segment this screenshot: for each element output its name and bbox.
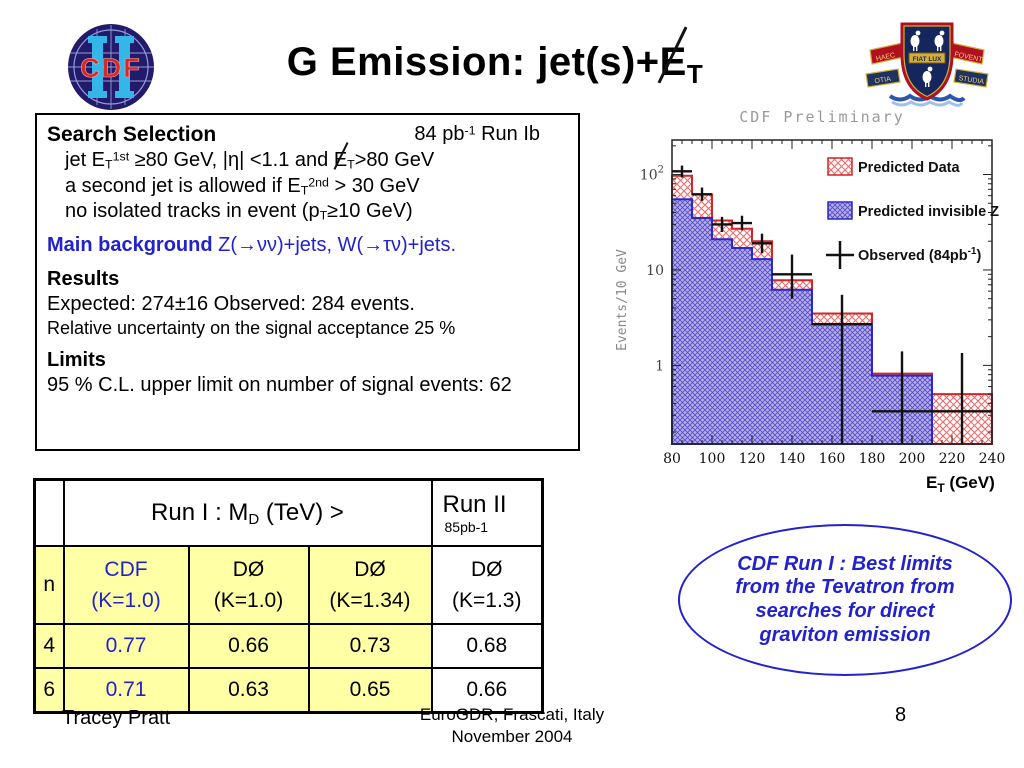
callout-ellipse: CDF Run I : Best limits from the Tevatro… [678, 524, 1012, 676]
table-cell: 0.63 [187, 667, 310, 714]
table-cell: 0.65 [307, 667, 433, 714]
cdf-logo: CDF [68, 24, 154, 110]
cut-line-2: a second jet is allowed if ET2nd > 30 Ge… [65, 174, 420, 198]
legend-label: Predicted invisible Z [858, 204, 999, 220]
x-tick-label: 160 [819, 451, 846, 467]
limits-table-wrap: Run I : MD (TeV) > Run II 85pb-1 n CDF (K=1.0… [33, 478, 544, 714]
x-tick-label: 240 [979, 451, 1006, 467]
title-text: G Emission: jet(s)+ [286, 40, 660, 84]
table-cell: DØ (K=1.3) [430, 545, 544, 625]
crest-bird-icon [922, 66, 933, 87]
x-tick-label: 100 [699, 451, 726, 467]
main-background-line: Main background Z(→νν)+jets, W(→τν)+jets… [47, 234, 457, 257]
table-cell: 0.66 [430, 667, 544, 714]
callout-line: graviton emission [759, 623, 931, 646]
table-cell: Run I : MD (TeV) > [62, 478, 433, 547]
x-tick-label: 140 [779, 451, 806, 467]
table-cell: 4 [33, 623, 65, 669]
crest-bird-icon [934, 30, 945, 51]
university-crest: HAEC FOVENT OTIA STUDIA FIAT LUX [865, 22, 989, 107]
x-tick-label: 180 [859, 451, 886, 467]
chart-svg: 80 100 120 140 160 180 200 220 240 1 10 102 CDF Prel… [615, 108, 1006, 495]
x-tick-label: 200 [899, 451, 926, 467]
x-tick-label: 120 [739, 451, 766, 467]
crest-bird-icon [910, 30, 921, 51]
cut-line-1: jet ET1st ≥80 GeV, |η| <1.1 and E T>80 Ge… [65, 142, 568, 173]
table-cell: n [33, 545, 65, 625]
legend-label: Observed (84pb-1) [858, 246, 982, 264]
legend-swatch-invisible-z [827, 201, 853, 220]
search-selection-heading: Search Selection [47, 123, 217, 146]
search-selection-box: Search Selection 84 pb-1 Run Ib jet ET1s… [35, 113, 580, 451]
y-tick-label: 1 [655, 358, 664, 374]
crest-ribbon-text: STUDIA [958, 75, 985, 86]
legend-swatch-predicted-data [827, 157, 853, 176]
table-cell: 0.73 [307, 623, 433, 669]
missing-et-symbol: E [657, 26, 688, 85]
footer-page-number: 8 [895, 704, 907, 726]
footer-author: Tracey Pratt [62, 707, 171, 729]
x-axis-label: ET (GeV) [926, 473, 995, 495]
callout-line: CDF Run I : Best limits [737, 552, 953, 575]
callout-line: from the Tevatron from [735, 576, 955, 599]
luminosity-label: 84 pb-1 Run Ib [414, 123, 540, 145]
table-cell: 0.77 [62, 623, 190, 669]
met-spectrum-chart: 80 100 120 140 160 180 200 220 240 1 10 102 CDF Prel… [600, 100, 1024, 500]
x-tick-label: 220 [939, 451, 966, 467]
y-tick-label: 10 [646, 263, 664, 279]
results-note: Relative uncertainty on the signal accep… [47, 318, 456, 339]
table-cell [33, 478, 65, 547]
x-tick-label: 80 [663, 451, 681, 467]
table-cell: 6 [33, 667, 65, 714]
missing-et-symbol: E [333, 142, 349, 173]
cdf-logo-numeral-shape [88, 36, 134, 98]
y-tick-label: 102 [640, 165, 664, 184]
crest-ribbon-text: OTIA [874, 76, 892, 86]
cut-line-3: no isolated tracks in event (pT≥10 GeV) [65, 200, 413, 223]
legend-label: Predicted Data [858, 160, 960, 176]
page-title: G Emission: jet(s)+E T [150, 26, 840, 90]
footer-venue: EuroGDR, Frascati, Italy November 2004 [419, 705, 605, 747]
crest-motto: FIAT LUX [913, 56, 942, 63]
cdf-logo-text: CDF [80, 53, 142, 83]
callout-line: searches for direct [755, 600, 935, 622]
table-cell: DØ (K=1.34) [307, 545, 433, 625]
table-cell: CDF (K=1.0) [62, 545, 190, 625]
invisible-z-histogram [671, 198, 933, 445]
title-subscript: T [686, 59, 704, 89]
table-cell: 0.66 [187, 623, 310, 669]
crest-ribbon-text: HAEC [875, 52, 895, 63]
limits-heading: Limits [47, 348, 106, 371]
table-cell: 0.68 [430, 623, 544, 669]
results-table: Run I : MD (TeV) > Run II 85pb-1 n CDF (K=1.0… [33, 478, 544, 714]
y-axis-label: Events/10 GeV [615, 249, 630, 351]
results-line: Expected: 274±16 Observed: 284 events. [47, 292, 415, 315]
limits-line: 95 % C.L. upper limit on number of signa… [47, 373, 512, 396]
results-heading: Results [47, 267, 120, 290]
table-cell: DØ (K=1.0) [187, 545, 310, 625]
table-cell: 0.71 [62, 667, 190, 714]
table-cell: Run II 85pb-1 [430, 478, 544, 547]
chart-title: CDF Preliminary [739, 108, 904, 126]
